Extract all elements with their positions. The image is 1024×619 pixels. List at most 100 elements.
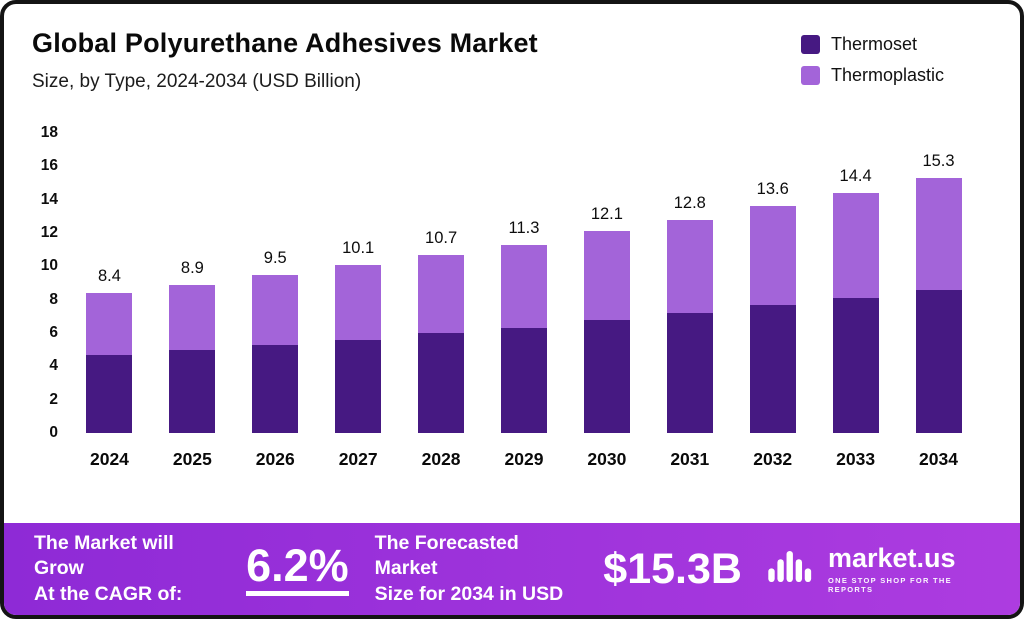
y-tick-label: 6 [49,324,58,341]
banner-left-line2: At the CAGR of: [34,582,183,605]
legend-swatch [800,66,820,85]
x-axis-label: 2032 [753,449,793,469]
y-axis: 0 2 4 6 8 10 12 14 16 18 [32,125,68,441]
bar-value-label: 15.3 [922,152,955,171]
bar-stack [169,284,216,433]
bar-stack [500,244,547,433]
bar-stack [666,219,713,433]
banner-mid-line1: The Forecasted Market [374,531,519,580]
bar-stack [915,178,962,433]
y-tick-label: 8 [49,290,58,308]
bar-segment-thermoset [500,328,547,433]
bar-value-label: 14.4 [839,167,872,185]
brand-block: market.us ONE STOP SHOP FOR THE REPORTS [768,542,990,594]
title-block: Global Polyurethane Adhesives Market Siz… [32,28,538,93]
brand-tagline: ONE STOP SHOP FOR THE REPORTS [827,575,952,594]
brand-name: market.us [827,542,956,573]
bar-segment-thermoset [915,289,962,433]
y-tick-label: 18 [40,124,58,141]
bar-stack [583,231,630,433]
legend-item-thermoset: Thermoset [800,34,944,55]
bar-segment-thermoplastic [666,219,713,313]
legend-label: Thermoplastic [830,65,944,85]
bar-group: 14.4 [814,133,897,433]
banner: The Market will Grow At the CAGR of: 6.2… [4,523,1020,615]
bar-segment-thermoplastic [583,231,630,320]
y-tick-label: 14 [40,190,58,208]
bars: 8.4 8.9 9.5 10.1 10.7 11.3 12.1 12.8 13.6 14.4 15.… [68,133,980,433]
y-tick-label: 2 [49,390,58,408]
banner-mid-line2: Size for 2034 in USD [374,582,564,605]
bar-value-label: 8.4 [97,267,121,286]
legend-swatch [800,35,820,54]
y-tick-label: 0 [49,424,58,441]
bar-group: 8.9 [151,133,234,433]
bar-value-label: 10.1 [342,238,375,257]
bar-segment-thermoset [335,339,382,433]
bar-segment-thermoset [832,298,879,433]
x-axis-label: 2031 [670,449,710,469]
bar-stack [252,274,299,433]
legend: Thermoset Thermoplastic [800,34,944,86]
x-axis-label: 2027 [338,449,378,469]
x-axis-label: 2030 [587,449,627,469]
bar-value-label: 12.8 [673,193,706,212]
y-tick-label: 16 [40,157,58,175]
brand-text: market.us ONE STOP SHOP FOR THE REPORTS [827,542,990,594]
bar-segment-thermoplastic [418,254,465,333]
legend-item-thermoplastic: Thermoplastic [800,65,944,86]
bar-group: 12.1 [565,133,648,433]
bar-segment-thermoplastic [915,178,962,290]
bar-group: 11.3 [483,133,566,433]
bar-segment-thermoset [252,344,299,433]
banner-left-text: The Market will Grow At the CAGR of: [34,531,220,607]
bar-group: 10.1 [317,133,400,433]
bar-segment-thermoset [583,319,630,433]
bar-stack [418,254,465,433]
bar-segment-thermoplastic [335,264,382,340]
bar-stack [86,293,133,433]
bar-group: 8.4 [68,133,151,433]
bar-segment-thermoset [749,304,796,433]
bar-group: 15.3 [897,133,980,433]
bar-segment-thermoplastic [252,274,299,345]
x-axis-label: 2029 [504,449,544,469]
page-subtitle: Size, by Type, 2024-2034 (USD Billion) [32,71,362,92]
plot-area: 8.4 8.9 9.5 10.1 10.7 11.3 12.1 12.8 13.6 14.4 15.… [68,133,980,433]
x-axis: 2024 2025 2026 2027 2028 2029 2030 2031 2032 2033… [68,449,980,470]
bar-value-label: 9.5 [263,248,287,267]
bar-value-label: 13.6 [756,180,789,199]
bar-value-label: 12.1 [590,205,623,224]
x-axis-label: 2024 [89,449,129,469]
bar-segment-thermoset [169,349,216,433]
x-axis-label: 2033 [836,449,876,469]
bar-segment-thermoset [666,313,713,433]
bar-segment-thermoplastic [500,244,547,328]
bar-segment-thermoplastic [749,206,796,305]
forecast-amount: $15.3B [603,544,742,593]
chart-area: 0 2 4 6 8 10 12 14 16 18 8.4 8.9 9.5 10.1 10.7 11.3 12.… [4,93,1020,441]
bar-value-label: 8.9 [180,258,204,277]
bar-stack [335,264,382,433]
legend-label: Thermoset [830,34,917,54]
bar-value-label: 11.3 [508,218,540,237]
x-axis-label: 2028 [421,449,461,469]
x-axis-label: 2034 [919,449,958,469]
banner-left-line1: The Market will Grow [34,531,174,580]
page-title: Global Polyurethane Adhesives Market [32,28,538,58]
bar-group: 13.6 [731,133,814,433]
marketus-logo-icon [768,551,816,587]
bar-segment-thermoplastic [169,284,216,350]
x-axis-label: 2026 [255,449,295,469]
bar-stack [749,206,796,433]
bar-segment-thermoplastic [86,293,133,355]
header: Global Polyurethane Adhesives Market Siz… [4,4,1020,93]
banner-mid-text: The Forecasted Market Size for 2034 in U… [375,531,578,607]
bar-stack [832,193,879,433]
bar-segment-thermoplastic [832,193,879,298]
bar-value-label: 10.7 [425,228,458,247]
y-tick-label: 12 [40,224,58,241]
bar-group: 12.8 [648,133,731,433]
bar-group: 9.5 [234,133,317,433]
